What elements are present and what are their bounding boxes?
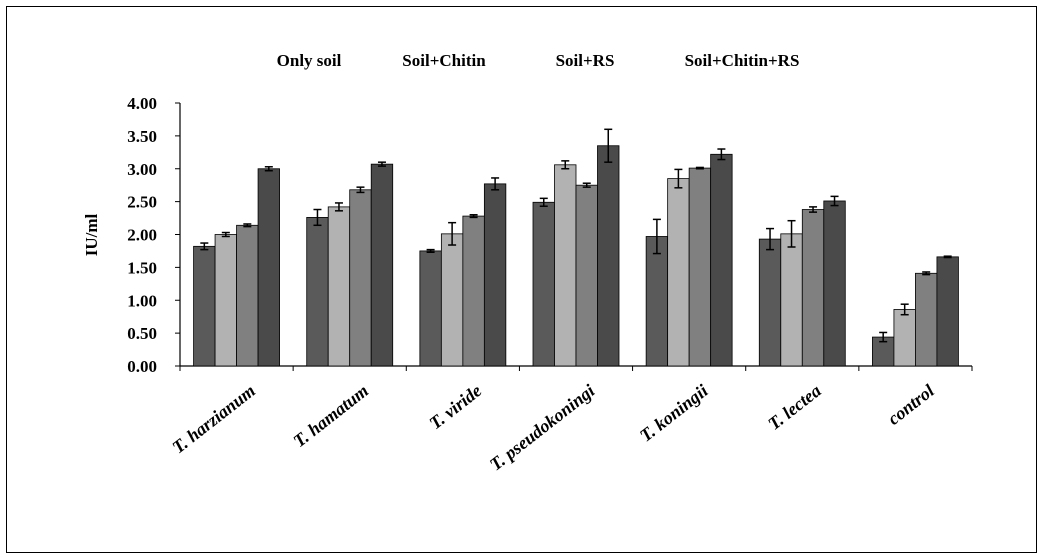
bar-3-6 (936, 256, 959, 367)
bar-0-5 (758, 238, 782, 367)
bar-1-6 (893, 309, 916, 367)
bar-0-0 (193, 245, 216, 367)
bar-3-1 (370, 163, 394, 367)
bar-2-5 (801, 209, 825, 367)
bar-3-4 (710, 153, 733, 367)
x-tick-label: T. lectea (764, 380, 825, 434)
bar-1-1 (327, 206, 351, 367)
bar-1-2 (440, 233, 464, 367)
bar-1-5 (780, 233, 803, 367)
legend-label-0: Only soil (277, 51, 342, 70)
bar-1-3 (554, 164, 577, 367)
bar-1-0 (214, 234, 237, 367)
bar-0-1 (306, 217, 329, 367)
bar-2-3 (575, 184, 598, 367)
x-tick-label: T. hamatum (289, 380, 372, 451)
legend-label-3: Soil+Chitin+RS (685, 51, 800, 70)
y-axis-title: IU/ml (82, 213, 101, 256)
bar-0-2 (419, 250, 442, 367)
y-tick-label: 3.50 (127, 127, 157, 146)
legend-label-2: Soil+RS (556, 51, 615, 70)
y-tick-label: 1.50 (127, 258, 157, 277)
chart-frame (6, 6, 1037, 553)
x-tick-label: T. pseudokoningi (486, 380, 599, 474)
bar-0-4 (645, 236, 669, 367)
y-tick-label: 4.00 (127, 94, 157, 113)
x-tick-label: T. harzianum (168, 380, 259, 457)
bar-2-2 (462, 215, 485, 367)
bar-3-3 (597, 145, 620, 367)
y-tick-label: 0.00 (127, 357, 157, 376)
bar-0-3 (532, 201, 555, 367)
x-tick-label: T. koningii (636, 380, 712, 445)
y-tick-label: 2.00 (127, 226, 157, 245)
x-tick-label: T. viride (425, 380, 485, 433)
bar-2-0 (236, 224, 259, 367)
bar-2-4 (688, 167, 712, 367)
bar-2-6 (915, 272, 938, 367)
bar-3-2 (483, 183, 507, 367)
bar-3-0 (257, 168, 280, 367)
bar-2-1 (349, 189, 372, 367)
bar-3-5 (823, 200, 846, 367)
x-tick-label: control (884, 380, 938, 428)
y-tick-label: 2.50 (127, 193, 157, 212)
y-tick-label: 1.00 (127, 291, 157, 310)
legend-label-1: Soil+Chitin (402, 51, 486, 70)
y-tick-label: 3.00 (127, 160, 157, 179)
y-tick-label: 0.50 (127, 324, 157, 343)
bar-1-4 (667, 178, 690, 367)
